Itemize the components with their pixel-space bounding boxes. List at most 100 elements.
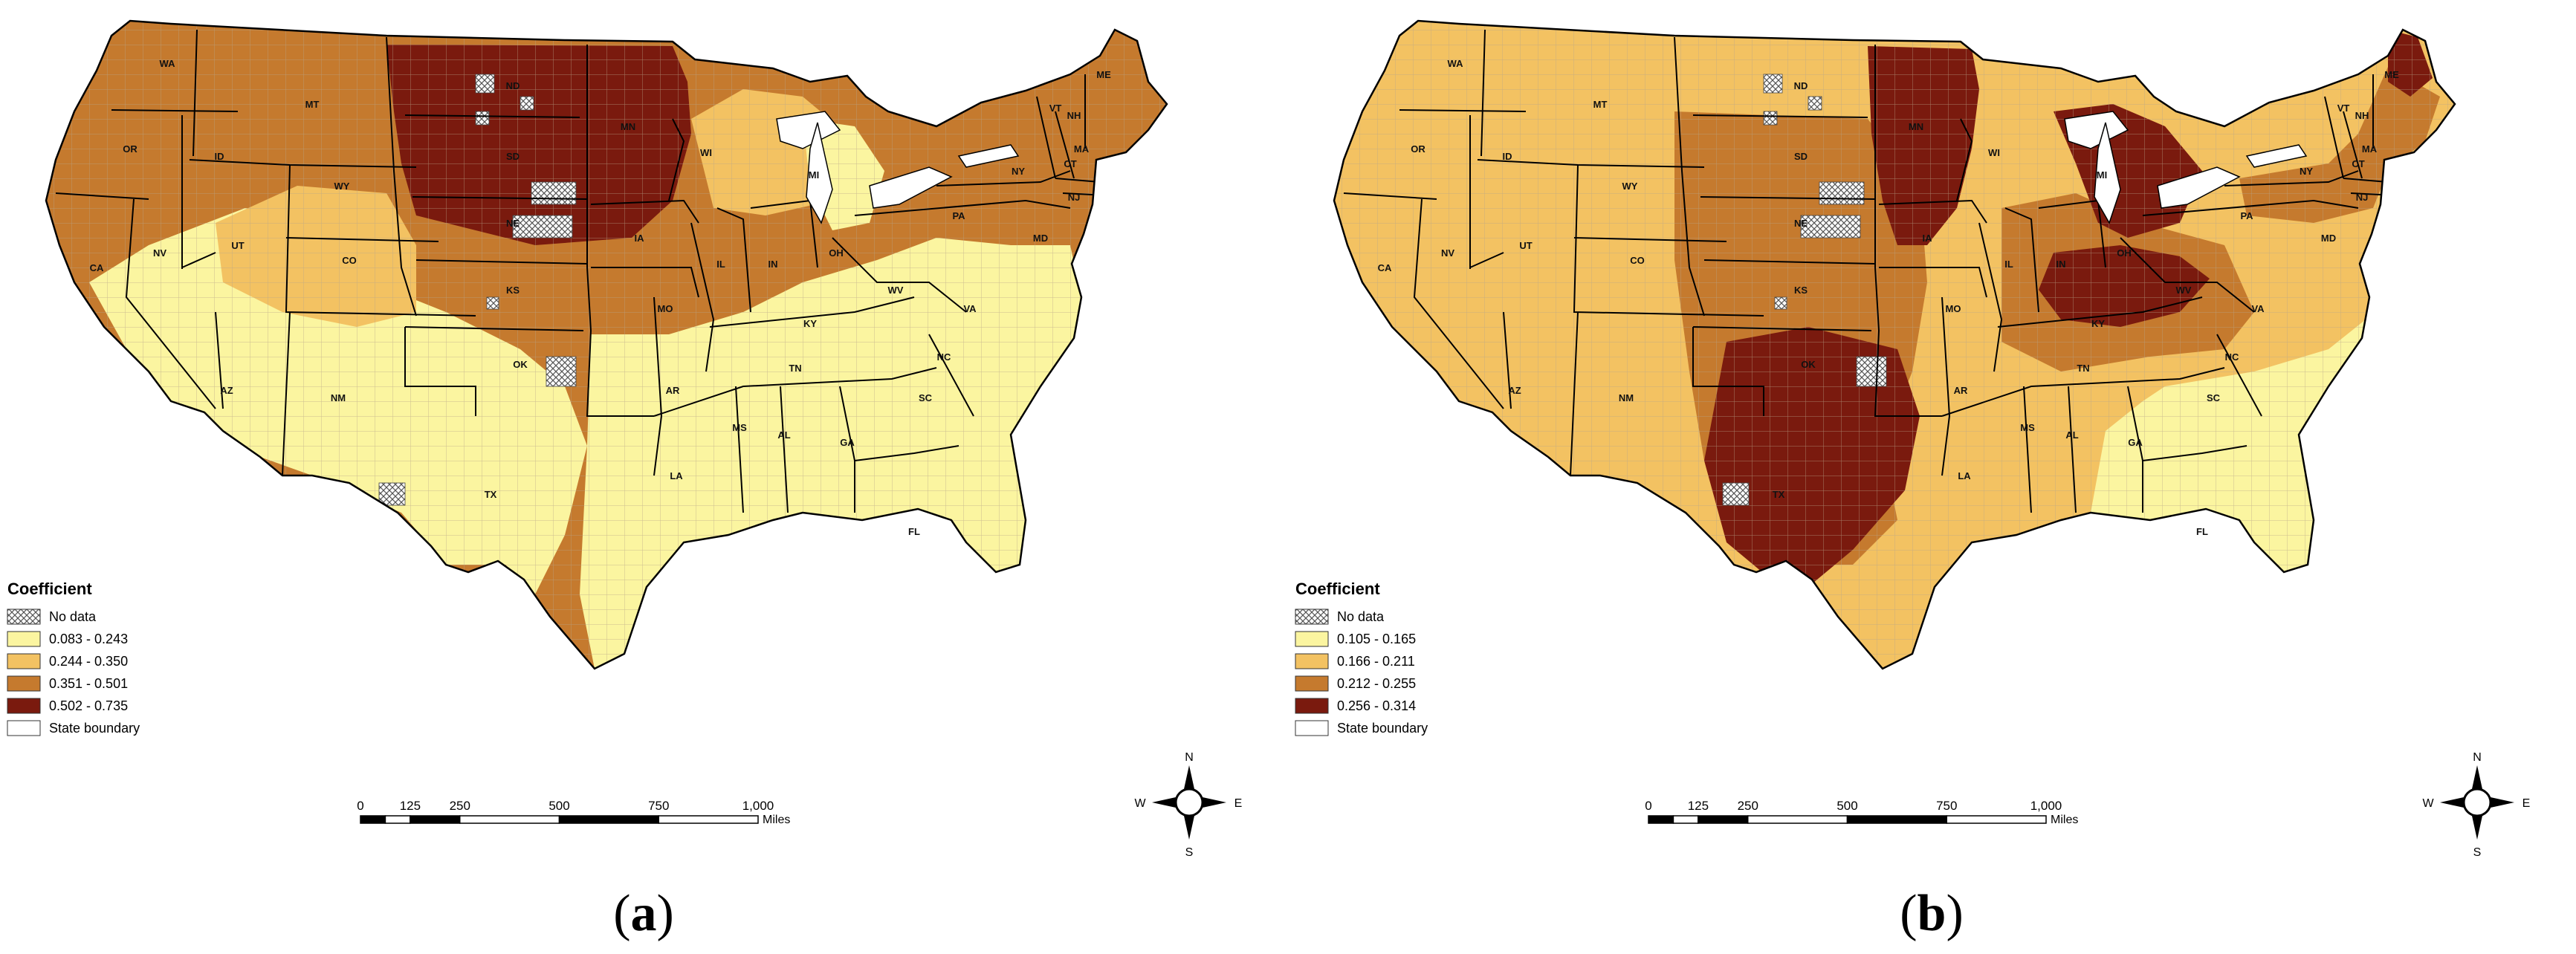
state-label-mn: MN xyxy=(621,121,635,132)
state-label-la: LA xyxy=(670,470,683,481)
state-boundary xyxy=(2004,207,2039,313)
state-label-il: IL xyxy=(2004,259,2013,270)
legend-label-no-data: No data xyxy=(49,609,97,624)
legend: Coefficient No data 0.105 - 0.165 0.166 - 0… xyxy=(1295,580,1428,736)
legend-label-class: 0.212 - 0.255 xyxy=(1337,676,1416,691)
state-label-tn: TN xyxy=(2077,363,2089,374)
state-boundary xyxy=(2142,445,2247,461)
state-label-wa: WA xyxy=(1448,58,1464,69)
state-boundary xyxy=(1978,222,2003,372)
state-label-mt: MT xyxy=(1593,99,1608,110)
state-boundary xyxy=(404,114,580,118)
state-label-nj: NJ xyxy=(2356,192,2369,203)
state-boundary xyxy=(1503,311,1512,409)
state-boundary xyxy=(1480,29,1486,157)
scale-tick-label: 500 xyxy=(1836,799,1857,813)
state-label-nh: NH xyxy=(1067,110,1081,121)
state-boundary xyxy=(854,199,1071,216)
scale-tick-label: 125 xyxy=(400,799,421,813)
state-label-sd: SD xyxy=(1794,151,1808,162)
state-label-ne: NE xyxy=(506,218,520,229)
great-lake xyxy=(2245,144,2308,168)
scale-segment xyxy=(410,815,461,824)
choropleth-a xyxy=(46,21,1167,669)
legend-swatch-class xyxy=(1295,653,1329,669)
state-boundary xyxy=(1997,296,2203,328)
state-boundary xyxy=(1469,252,1504,268)
state-boundary xyxy=(415,259,588,265)
state-boundary xyxy=(780,386,789,513)
legend-swatch-no-data xyxy=(7,609,41,625)
no-data-patch xyxy=(512,215,573,238)
state-label-ga: GA xyxy=(840,437,855,448)
compass-arrows xyxy=(1152,765,1226,840)
state-label-mi: MI xyxy=(2097,169,2107,181)
state-label-id: ID xyxy=(1503,151,1512,162)
state-label-in: IN xyxy=(768,259,778,270)
state-label-tx: TX xyxy=(485,489,497,500)
state-boundary xyxy=(1674,36,1705,317)
state-boundary xyxy=(215,311,224,409)
state-boundary xyxy=(653,367,937,417)
compass-ring xyxy=(2462,788,2492,817)
panel-label-b: (b) xyxy=(1900,885,1964,942)
state-boundary xyxy=(404,326,584,331)
state-label-ky: KY xyxy=(2091,318,2105,329)
state-boundary xyxy=(2343,111,2363,179)
state-label-ar: AR xyxy=(666,385,680,396)
state-label-az: AZ xyxy=(1508,385,1521,396)
state-boundary xyxy=(653,296,663,476)
state-boundary xyxy=(2023,386,2032,513)
state-label-ms: MS xyxy=(2020,422,2035,433)
state-boundary xyxy=(1413,198,1504,409)
state-label-tn: TN xyxy=(789,363,801,374)
state-label-ok: OK xyxy=(1801,359,1816,370)
state-label-ct: CT xyxy=(1064,158,1076,169)
state-boundary xyxy=(1062,192,1093,195)
legend-label-no-data: No data xyxy=(1337,609,1385,624)
state-label-me: ME xyxy=(1096,69,1111,80)
state-label-ia: IA xyxy=(1923,233,1933,244)
legend-label-class: 0.256 - 0.314 xyxy=(1337,698,1416,713)
legend-label-class: 0.244 - 0.350 xyxy=(49,654,128,669)
state-boundary xyxy=(1700,196,1876,200)
state-label-al: AL xyxy=(2065,429,2078,441)
state-boundary xyxy=(285,237,439,242)
scale-tick-label: 250 xyxy=(450,799,470,813)
state-boundary xyxy=(1692,326,1872,331)
compass-s: S xyxy=(1185,846,1194,859)
compass-w: W xyxy=(2422,797,2434,810)
state-boundary xyxy=(832,237,967,313)
scale-segment xyxy=(658,815,759,824)
state-boundary xyxy=(709,296,915,328)
state-label-ms: MS xyxy=(732,422,747,433)
compass-arrows xyxy=(2440,765,2514,840)
legend-swatch-class xyxy=(7,698,41,714)
great-lake xyxy=(869,166,953,209)
legend: Coefficient No data 0.083 - 0.243 0.244 - 0… xyxy=(7,580,140,736)
state-label-wi: WI xyxy=(700,147,712,158)
state-label-ar: AR xyxy=(1954,385,1968,396)
state-label-md: MD xyxy=(1033,233,1048,244)
state-label-pa: PA xyxy=(952,210,965,221)
state-label-nc: NC xyxy=(2225,351,2239,363)
state-label-mn: MN xyxy=(1909,121,1923,132)
state-boundary xyxy=(1343,192,1437,200)
no-data-patch xyxy=(520,96,534,111)
map-panel-b: WA OR CA ID NV MT WY UT AZ CO NM ND SD NE KS OK TX MN IA MO… xyxy=(1288,0,2576,954)
state-boundary xyxy=(111,109,239,112)
scale-segment xyxy=(1672,815,1699,824)
panel-label-a: (a) xyxy=(613,885,674,942)
state-label-va: VA xyxy=(963,303,977,314)
state-boundary xyxy=(1941,296,1951,476)
north-arrow: N S E W xyxy=(1134,751,1242,859)
no-data-patch xyxy=(475,74,495,94)
compass-w: W xyxy=(1134,797,1146,810)
state-label-wy: WY xyxy=(334,181,350,192)
state-boundary xyxy=(936,170,1071,186)
legend-label-class: 0.083 - 0.243 xyxy=(49,632,128,646)
state-boundary xyxy=(412,196,588,200)
state-label-ut: UT xyxy=(231,240,244,251)
legend-title: Coefficient xyxy=(7,580,92,598)
scale-tick-label: 125 xyxy=(1688,799,1709,813)
